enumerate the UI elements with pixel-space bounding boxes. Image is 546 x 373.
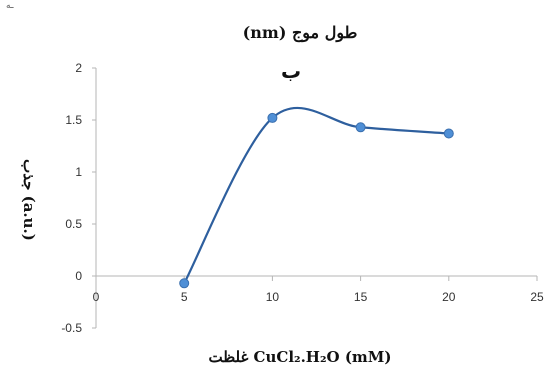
y-tick-labels: -0.5 0 0.5 1 1.5 2 xyxy=(61,61,96,335)
data-point xyxy=(179,278,190,289)
x-axis-label: غلظت CuCl₂.H₂O (mM) xyxy=(208,348,391,366)
y-tick-label: 0 xyxy=(75,269,82,283)
data-point xyxy=(443,128,454,139)
x-tick-label: 25 xyxy=(530,290,544,304)
x-tick-label: 0 xyxy=(93,290,100,304)
series-line xyxy=(183,106,449,284)
series-group xyxy=(179,106,454,289)
y-tick-label: 0.5 xyxy=(65,217,82,231)
data-point xyxy=(355,122,366,133)
chart-title: طول موج (nm) xyxy=(243,23,358,43)
x-tick-labels: 0 5 10 15 20 25 xyxy=(93,276,544,304)
chart-subtitle: ب xyxy=(281,59,301,83)
axes xyxy=(95,68,537,328)
x-tick-label: 5 xyxy=(181,290,188,304)
x-tick-label: 15 xyxy=(354,290,368,304)
y-tick-label: 1 xyxy=(75,165,82,179)
y-axis-label: جذب (a.u.) xyxy=(20,159,38,241)
data-point xyxy=(267,112,278,123)
y-tick-label: -0.5 xyxy=(61,321,82,335)
corner-mark: ـه xyxy=(6,0,14,10)
x-tick-label: 10 xyxy=(266,290,280,304)
y-tick-label: 1.5 xyxy=(65,113,82,127)
y-tick-label: 2 xyxy=(75,61,82,75)
x-tick-label: 20 xyxy=(442,290,456,304)
